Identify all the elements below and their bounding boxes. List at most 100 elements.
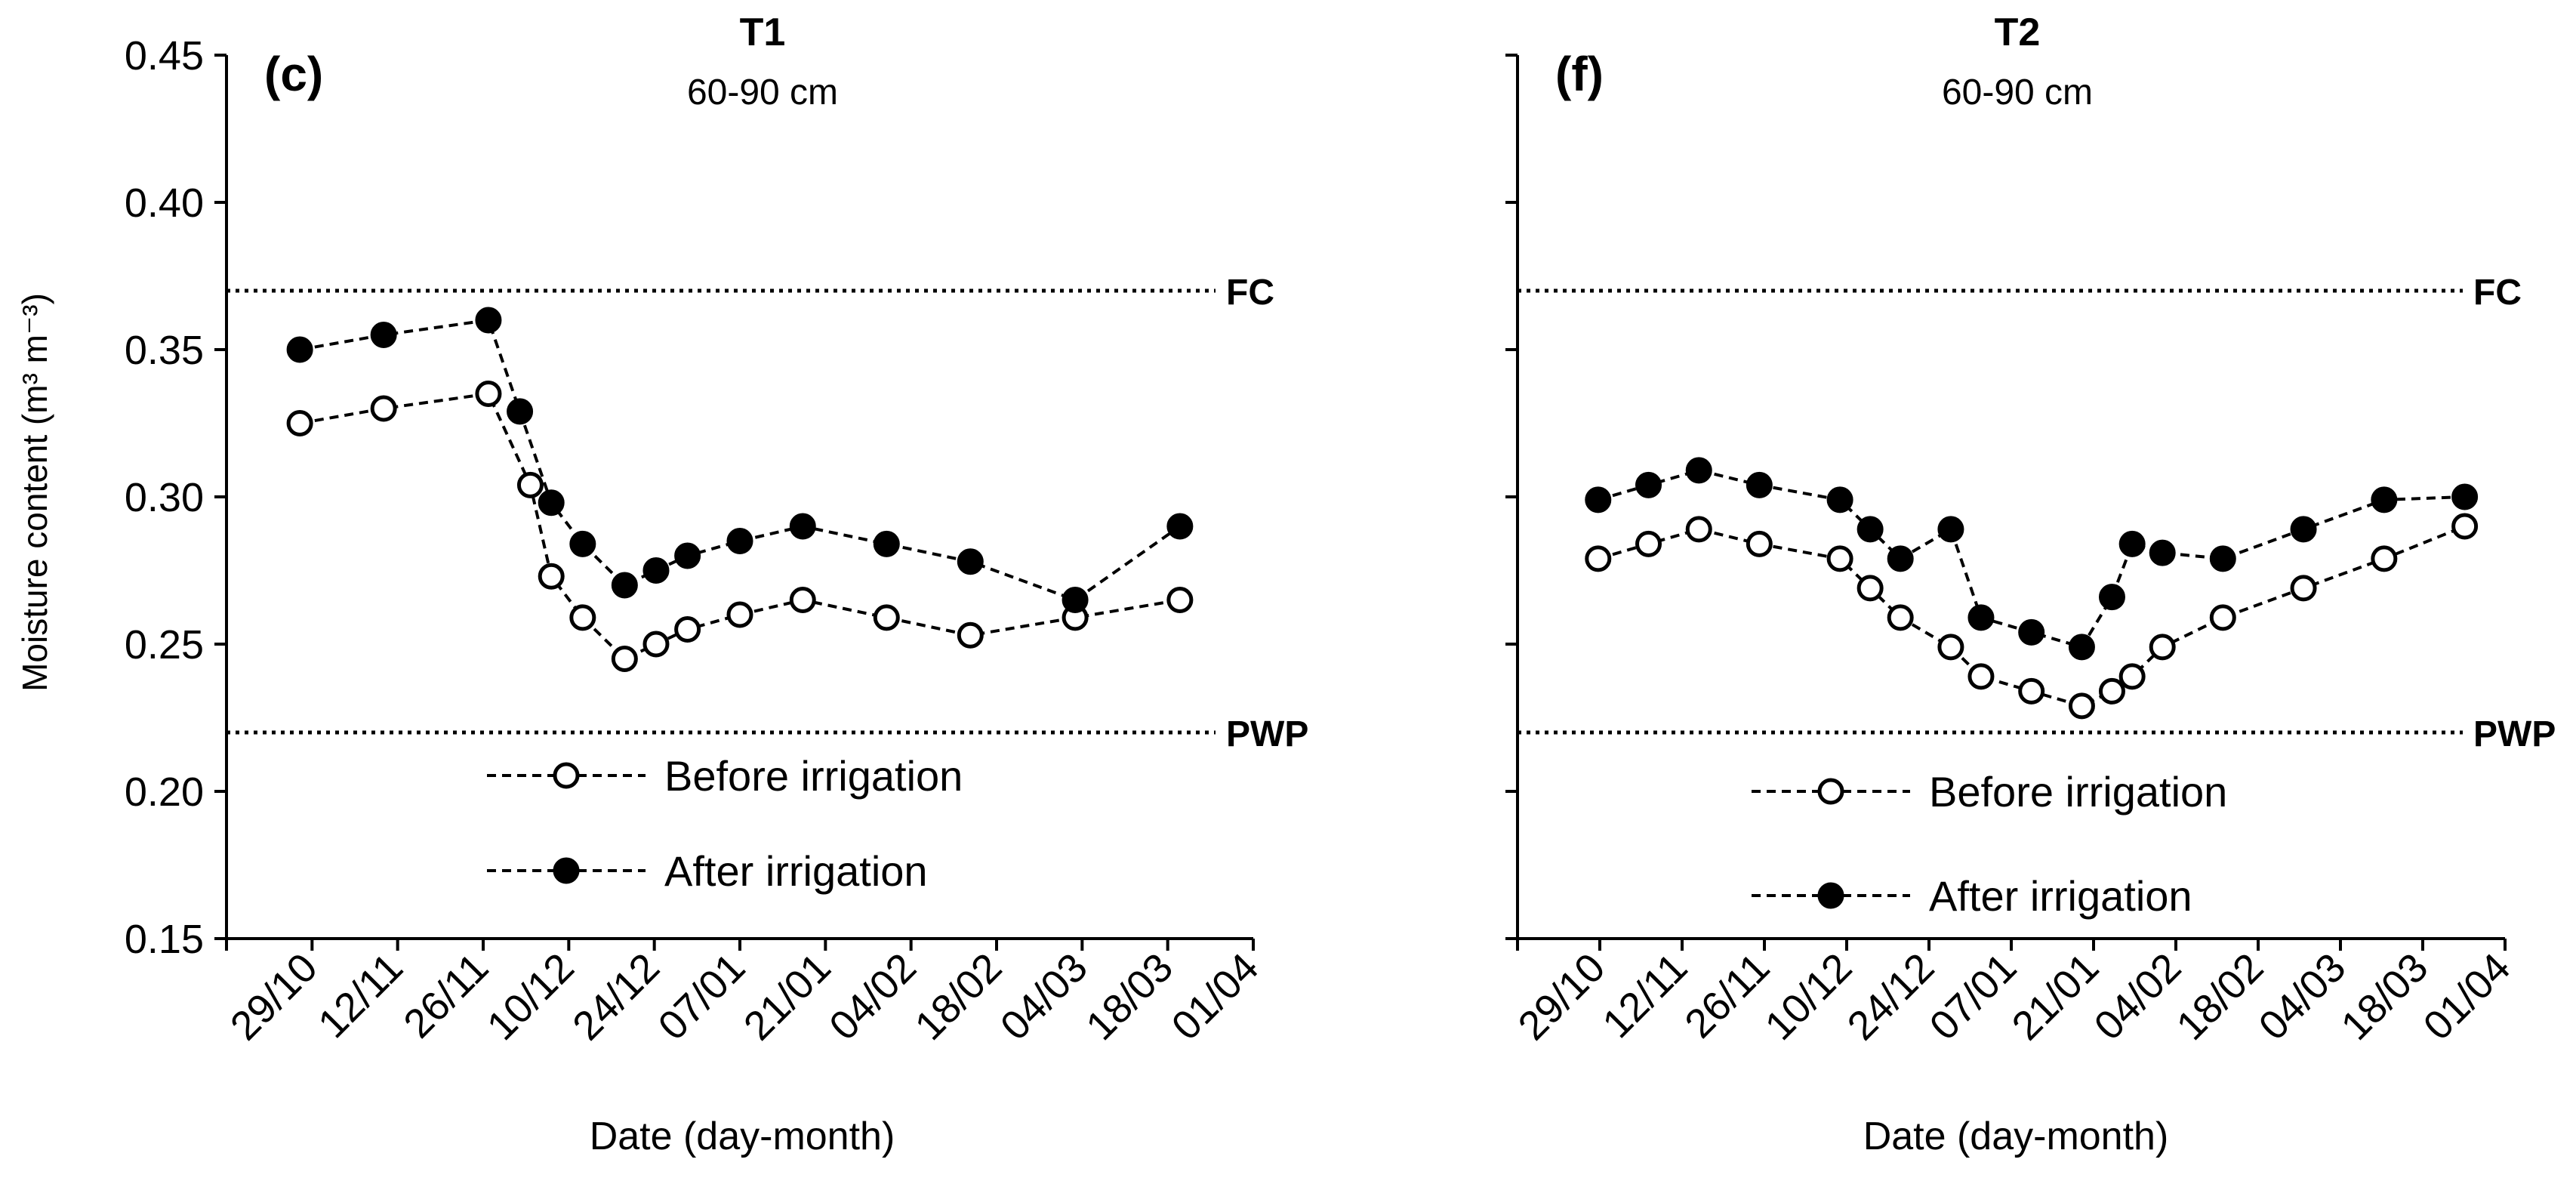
x-tick-label-c: 29/10 — [222, 945, 326, 1049]
data-point — [957, 548, 984, 575]
data-point — [1746, 530, 1773, 557]
panel-c-chart: 0.15 0.20 0.25 0.30 0.35 0.40 0.45 29/1012/1126… — [125, 11, 1308, 1049]
x-tick-label-c: 21/01 — [735, 945, 840, 1049]
data-point — [1635, 530, 1662, 557]
data-point — [2068, 692, 2095, 720]
x-tick-label-f: 12/11 — [1594, 945, 1696, 1047]
x-tick-label-f: 01/04 — [2415, 945, 2519, 1049]
y-axis-title: Moisture content (m³ m⁻³) — [15, 293, 54, 692]
data-point — [1937, 634, 1964, 661]
legend-f: Before irrigation After irrigation — [1752, 768, 2227, 920]
data-point — [2118, 663, 2146, 690]
data-point — [2018, 677, 2045, 705]
data-point — [475, 307, 502, 334]
x-tick-label-c: 01/04 — [1163, 945, 1268, 1049]
x-tick-label-f: 29/10 — [1510, 945, 1614, 1049]
data-point — [642, 631, 670, 658]
y-tick-label-c: 0.30 — [125, 475, 204, 520]
data-point — [538, 489, 565, 516]
x-axis-title-c: Date (day-month) — [590, 1115, 895, 1158]
y-tick-label-c: 0.40 — [125, 180, 204, 226]
y-tick-label-c: 0.20 — [125, 769, 204, 815]
data-point — [873, 530, 900, 557]
data-point — [789, 587, 816, 613]
data-point — [1062, 587, 1089, 613]
data-point — [1826, 545, 1853, 572]
data-point — [957, 621, 984, 649]
ref-label-pwp-f: PWP — [2473, 714, 2556, 754]
data-point — [1967, 604, 1995, 631]
chart-title-c: T1 — [740, 11, 786, 54]
ref-label-fc-f: FC — [2473, 273, 2522, 313]
x-axis-title-f: Date (day-month) — [1863, 1115, 2169, 1158]
data-point — [2290, 575, 2317, 602]
data-point — [1166, 513, 1194, 540]
data-point — [674, 542, 701, 569]
data-point — [370, 395, 397, 422]
data-point — [516, 471, 544, 498]
data-point — [1826, 486, 1853, 513]
y-tick-label-c: 0.25 — [125, 622, 204, 668]
data-point — [2371, 486, 2398, 513]
x-tick-label-f: 04/03 — [2251, 945, 2355, 1049]
panel-label-c: (c) — [264, 47, 323, 101]
legend-c: Before irrigation After irrigation — [487, 752, 963, 895]
ref-label-fc-c: FC — [1226, 273, 1274, 313]
x-tick-label-c: 04/02 — [821, 945, 925, 1049]
legend-label: Before irrigation — [664, 752, 963, 800]
data-point — [1635, 471, 1662, 498]
data-point — [1685, 457, 1712, 484]
x-tick-label-f: 24/12 — [1839, 945, 1943, 1049]
data-point — [611, 572, 638, 599]
series-line — [299, 318, 1182, 602]
data-point — [538, 563, 565, 590]
chart-subtitle-f: 60-90 cm — [1942, 72, 2093, 113]
x-tick-label-f: 26/11 — [1676, 945, 1778, 1047]
data-point — [2149, 634, 2176, 661]
data-point — [1166, 587, 1194, 613]
data-point — [1685, 516, 1712, 543]
x-tick-label-f: 07/01 — [1921, 945, 2026, 1049]
data-point — [2451, 483, 2479, 510]
x-tick-label-c: 04/03 — [992, 945, 1096, 1049]
y-tick-label-c: 0.35 — [125, 328, 204, 373]
data-point — [2209, 545, 2236, 572]
x-tick-label-c: 12/11 — [310, 945, 411, 1047]
chart-subtitle-c: 60-90 cm — [687, 72, 838, 113]
x-tick-label-f: 18/03 — [2333, 945, 2437, 1049]
data-point — [2118, 530, 2146, 557]
data-point — [1937, 516, 1964, 543]
x-tick-label-c: 10/12 — [479, 945, 583, 1049]
panel-f-chart: 29/1012/1126/1110/1224/1207/0121/0104/02… — [1505, 11, 2556, 1049]
data-point — [475, 381, 502, 407]
data-point — [1857, 516, 1884, 543]
data-point — [726, 528, 753, 554]
series-before-c — [286, 381, 1194, 672]
x-tick-label-c: 18/03 — [1077, 945, 1182, 1049]
data-point — [873, 604, 900, 631]
data-point — [642, 557, 670, 584]
data-point — [2098, 677, 2125, 705]
series-after-c — [286, 307, 1194, 613]
legend-marker-filled — [553, 857, 580, 884]
x-tick-label-c: 26/11 — [395, 945, 497, 1047]
data-point — [1857, 575, 1884, 602]
legend-marker-open — [553, 762, 580, 789]
data-point — [1967, 663, 1995, 690]
data-point — [674, 616, 701, 643]
data-point — [2451, 513, 2479, 540]
x-tick-label-c: 18/02 — [907, 945, 1011, 1049]
data-point — [1887, 545, 1914, 572]
legend-label: Before irrigation — [1929, 768, 2227, 816]
data-point — [2068, 634, 2095, 661]
data-point — [286, 410, 313, 436]
x-tick-label-f: 10/12 — [1757, 945, 1861, 1049]
data-point — [1887, 604, 1914, 631]
x-tick-label-f: 04/02 — [2086, 945, 2190, 1049]
legend-label: After irrigation — [664, 847, 928, 895]
y-tick-label-c: 0.45 — [125, 33, 204, 79]
ref-label-pwp-c: PWP — [1226, 714, 1308, 754]
data-point — [1585, 545, 1612, 572]
data-point — [2098, 584, 2125, 611]
